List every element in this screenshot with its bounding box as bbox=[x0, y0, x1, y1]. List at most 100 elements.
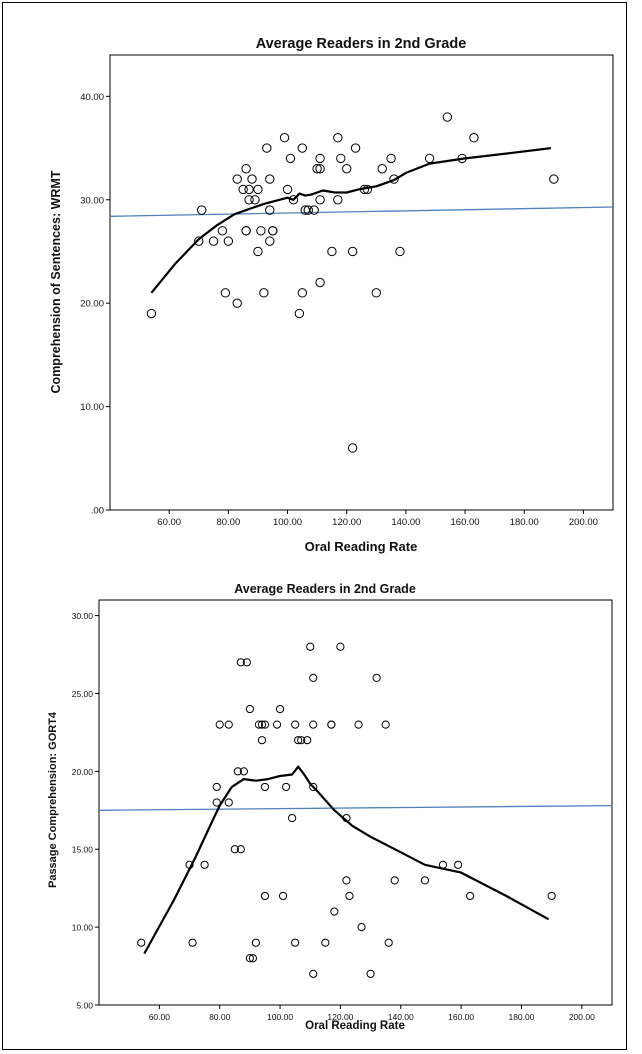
y-tick-label: 20.00 bbox=[80, 299, 104, 310]
data-point bbox=[265, 205, 275, 215]
data-point bbox=[236, 845, 245, 854]
data-point bbox=[309, 205, 319, 215]
data-point bbox=[362, 184, 373, 195]
linear-fit-line bbox=[98, 804, 613, 811]
data-point bbox=[390, 876, 399, 885]
data-point bbox=[265, 174, 275, 184]
data-point bbox=[386, 153, 396, 164]
data-point bbox=[309, 720, 318, 729]
data-point bbox=[288, 195, 299, 205]
data-point bbox=[146, 308, 157, 319]
data-point bbox=[250, 195, 260, 205]
data-point bbox=[233, 767, 242, 776]
data-point bbox=[291, 720, 300, 729]
x-tick-label: 160.00 bbox=[451, 517, 480, 528]
data-point bbox=[254, 720, 264, 729]
data-point bbox=[239, 767, 248, 776]
data-point bbox=[336, 153, 346, 164]
y-tick-label: 30.00 bbox=[72, 611, 94, 621]
y-tick-label: 25.00 bbox=[72, 689, 94, 699]
data-point bbox=[215, 720, 224, 729]
data-point bbox=[377, 164, 387, 174]
data-point bbox=[200, 860, 209, 869]
data-point bbox=[257, 720, 267, 729]
data-point bbox=[342, 813, 351, 823]
data-point bbox=[245, 704, 254, 714]
data-point bbox=[466, 891, 475, 901]
data-point bbox=[297, 143, 308, 153]
x-tick-label: 200.00 bbox=[569, 517, 598, 528]
data-point bbox=[232, 174, 242, 184]
data-point bbox=[260, 782, 270, 792]
data-point bbox=[208, 236, 219, 246]
data-point bbox=[275, 704, 285, 714]
data-point bbox=[224, 798, 233, 807]
data-point bbox=[262, 143, 272, 153]
chart-gort4: Average Readers in 2nd Grade Oral Readin… bbox=[47, 582, 613, 1032]
data-point bbox=[330, 907, 339, 916]
x-tick-label: 80.00 bbox=[216, 517, 240, 528]
data-point bbox=[257, 736, 267, 745]
y-tick-label: 15.00 bbox=[72, 845, 94, 855]
data-point bbox=[220, 288, 231, 298]
data-point bbox=[259, 288, 269, 298]
data-point bbox=[457, 153, 467, 164]
data-point bbox=[333, 133, 343, 143]
data-point bbox=[327, 720, 336, 729]
x-tick-label: 80.00 bbox=[209, 1012, 231, 1022]
chart-wrmt: Average Readers in 2nd Grade Oral Readin… bbox=[49, 36, 614, 554]
data-point bbox=[384, 938, 393, 947]
data-point bbox=[197, 205, 207, 215]
data-point bbox=[420, 876, 430, 885]
x-tick-label: 60.00 bbox=[157, 517, 181, 528]
data-point bbox=[194, 236, 204, 246]
data-point bbox=[294, 308, 305, 319]
data-point bbox=[279, 133, 290, 143]
data-point bbox=[288, 813, 297, 823]
data-point bbox=[185, 860, 194, 869]
data-point bbox=[251, 938, 261, 947]
data-point bbox=[366, 969, 375, 978]
y-tick-label: 10.00 bbox=[72, 923, 94, 933]
data-point bbox=[291, 938, 300, 947]
data-point bbox=[347, 443, 358, 453]
data-point bbox=[424, 153, 435, 164]
x-tick-label: 200.00 bbox=[569, 1012, 595, 1022]
data-point bbox=[260, 891, 270, 901]
data-point bbox=[232, 298, 242, 308]
x-tick-label: 100.00 bbox=[267, 1012, 293, 1022]
data-point bbox=[327, 246, 337, 257]
data-point bbox=[137, 938, 146, 947]
data-point bbox=[547, 891, 556, 901]
data-point bbox=[244, 195, 254, 205]
data-point bbox=[342, 876, 351, 885]
data-point bbox=[309, 782, 318, 792]
data-point bbox=[345, 891, 354, 901]
data-point bbox=[260, 720, 270, 729]
data-point bbox=[241, 226, 251, 236]
data-point bbox=[256, 226, 266, 236]
data-point bbox=[395, 246, 405, 257]
x-tick-label: 120.00 bbox=[332, 517, 361, 528]
data-point bbox=[303, 736, 312, 745]
data-point bbox=[265, 236, 275, 246]
data-point bbox=[188, 938, 197, 947]
data-point bbox=[315, 164, 325, 174]
plot-area bbox=[109, 54, 614, 511]
data-point bbox=[549, 174, 559, 184]
data-point bbox=[248, 954, 257, 963]
data-point bbox=[309, 969, 318, 978]
x-tick-label: 160.00 bbox=[448, 1012, 474, 1022]
data-point bbox=[438, 860, 448, 869]
data-point bbox=[230, 845, 239, 854]
data-point bbox=[217, 226, 228, 236]
data-point bbox=[272, 720, 282, 729]
x-tick-label: 100.00 bbox=[273, 517, 302, 528]
data-point bbox=[241, 164, 251, 174]
data-point bbox=[309, 673, 318, 682]
y-axis-label: Passage Comprehension: GORT4 bbox=[47, 711, 59, 888]
plot-area bbox=[98, 599, 613, 1006]
data-point bbox=[321, 938, 330, 947]
x-axis-label: Oral Reading Rate bbox=[305, 539, 418, 554]
